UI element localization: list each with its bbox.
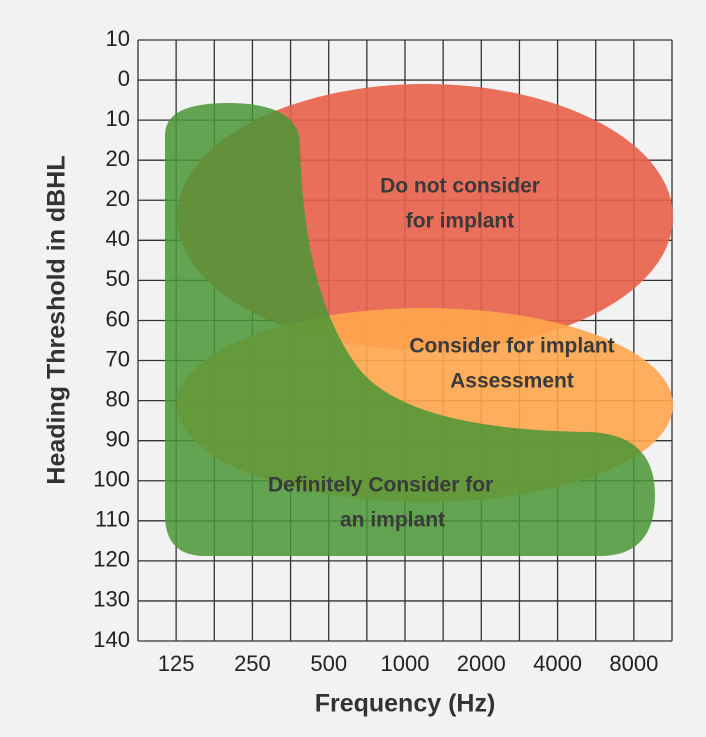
y-tick-label: 80 (106, 386, 130, 411)
y-tick-label: 130 (93, 587, 130, 612)
region-label: Do not consider (380, 175, 540, 198)
region-label: an implant (340, 509, 445, 532)
x-tick-label: 1000 (381, 651, 430, 676)
y-tick-label: 110 (95, 507, 130, 532)
green-region (165, 103, 655, 556)
region-label: Consider for implant (409, 335, 614, 358)
x-tick-label: 125 (158, 651, 195, 676)
y-tick-label: 20 (106, 186, 130, 211)
y-tick-label: 10 (106, 26, 130, 51)
y-tick-label: 90 (106, 426, 130, 451)
x-axis-title: Frequency (Hz) (315, 690, 496, 718)
y-tick-label: 10 (106, 106, 130, 131)
y-axis-title: Heading Threshold in dBHL (43, 155, 71, 484)
y-tick-label: 60 (106, 306, 130, 331)
region-label: Assessment (450, 370, 574, 393)
x-tick-label: 250 (234, 651, 271, 676)
y-tick-label: 100 (93, 467, 130, 492)
y-tick-label: 140 (93, 627, 130, 652)
region-label: for implant (406, 210, 515, 233)
x-tick-label: 8000 (609, 651, 658, 676)
y-tick-label: 70 (106, 346, 130, 371)
y-tick-label: 0 (118, 66, 130, 91)
y-tick-label: 120 (93, 547, 130, 572)
y-tick-label: 20 (106, 146, 130, 171)
x-tick-label: 2000 (457, 651, 506, 676)
x-tick-label: 500 (310, 651, 347, 676)
y-tick-label: 40 (106, 226, 130, 251)
y-tick-label: 50 (106, 266, 130, 291)
region-label: Definitely Consider for (268, 474, 493, 497)
x-tick-label: 4000 (533, 651, 582, 676)
